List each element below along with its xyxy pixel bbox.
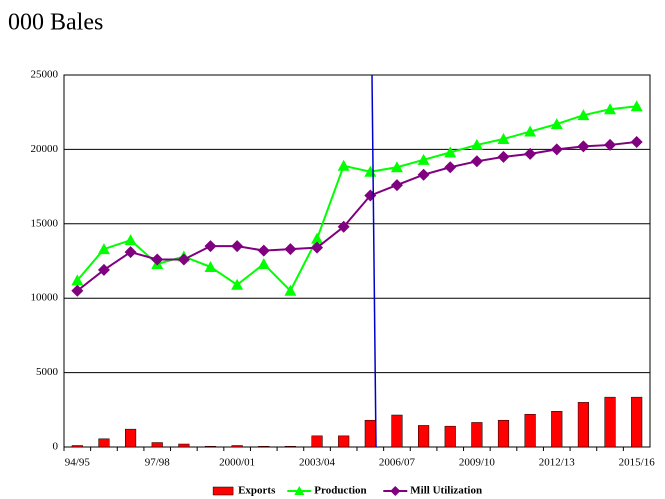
- bar: [71, 445, 83, 448]
- triangle-marker: [337, 159, 350, 171]
- diamond-marker: [177, 253, 190, 266]
- bar: [604, 396, 616, 448]
- diamond-marker: [124, 246, 137, 259]
- triangle-marker: [630, 100, 643, 112]
- x-tick-label: 2006/07: [379, 457, 416, 469]
- diamond-marker: [604, 138, 617, 151]
- diamond-marker: [390, 179, 403, 192]
- diamond-marker: [470, 155, 483, 168]
- x-tick-label: 94/95: [65, 457, 91, 469]
- bar: [231, 445, 243, 448]
- diamond-marker: [497, 150, 510, 163]
- bar: [98, 438, 110, 448]
- diamond-marker: [71, 284, 84, 297]
- legend-swatch: [212, 486, 234, 496]
- bar: [631, 396, 643, 448]
- legend-marker: [294, 486, 305, 495]
- diamond-marker: [550, 143, 563, 156]
- diamond-marker: [630, 135, 643, 148]
- triangle-marker: [604, 103, 617, 115]
- bar: [204, 446, 217, 448]
- diamond-marker: [284, 243, 297, 256]
- plot-frame: [63, 74, 651, 448]
- diamond-marker: [417, 168, 430, 181]
- triangle-marker: [524, 125, 537, 137]
- divider-line: [371, 74, 377, 448]
- bar: [471, 422, 483, 448]
- y-tick-label: 25000: [31, 69, 59, 81]
- bar: [418, 425, 430, 448]
- chart-title: 000 Bales: [8, 10, 103, 36]
- x-tick-label: 2009/10: [459, 457, 496, 469]
- diamond-marker: [204, 240, 217, 253]
- bar: [284, 446, 296, 448]
- y-tick-label: 20000: [31, 143, 59, 155]
- triangle-marker: [470, 138, 483, 150]
- triangle-marker: [124, 234, 137, 246]
- triangle-marker: [231, 278, 244, 290]
- triangle-marker: [204, 260, 217, 272]
- y-tick-label: 5000: [36, 366, 59, 378]
- diamond-marker: [257, 244, 270, 257]
- legend-label: Exports: [238, 485, 276, 497]
- x-tick-label: 2015/16: [619, 457, 656, 469]
- triangle-marker: [497, 132, 510, 144]
- legend: Exports Production Mill Utilization: [212, 485, 482, 497]
- line: [76, 105, 637, 293]
- plot: 0 5000 10000 15000 20000 25000 94/95 97/98 2000/…: [31, 69, 656, 469]
- bar: [577, 402, 589, 448]
- bar: [391, 414, 403, 448]
- triangle-marker: [550, 118, 563, 130]
- line: [76, 140, 637, 292]
- bar: [311, 435, 323, 448]
- legend-label: Production: [314, 485, 366, 497]
- triangle-marker: [71, 274, 84, 286]
- x-tick-label: 2012/13: [539, 457, 576, 469]
- triangle-marker: [311, 232, 324, 244]
- y-tick-label: 15000: [31, 217, 59, 229]
- bar: [444, 425, 456, 448]
- bar: [364, 419, 376, 448]
- diamond-marker: [151, 253, 164, 266]
- triangle-marker: [97, 243, 110, 255]
- x-tick-label: 97/98: [145, 457, 171, 469]
- x-tick-label: 2003/04: [299, 457, 336, 469]
- x-tick-label: 2000/01: [219, 457, 255, 469]
- triangle-marker: [577, 109, 590, 121]
- diamond-marker: [311, 241, 324, 254]
- triangle-marker: [390, 161, 403, 173]
- triangle-marker: [417, 153, 430, 165]
- bar: [551, 411, 563, 448]
- diamond-marker: [231, 240, 244, 253]
- legend-label: Mill Utilization: [410, 485, 482, 497]
- legend-marker: [390, 486, 401, 496]
- bar: [338, 435, 350, 448]
- bar: [524, 414, 536, 448]
- diamond-marker: [337, 220, 350, 233]
- diamond-marker: [97, 263, 110, 276]
- triangle-marker: [257, 257, 270, 269]
- diamond-marker: [444, 161, 457, 174]
- diamond-marker: [577, 140, 590, 153]
- bar: [125, 428, 137, 448]
- bar: [151, 442, 163, 448]
- triangle-marker: [444, 146, 457, 158]
- bar: [258, 446, 270, 448]
- y-tick-label: 0: [53, 441, 59, 453]
- bar: [497, 419, 510, 448]
- y-tick-label: 10000: [31, 292, 59, 304]
- diamond-marker: [524, 147, 537, 160]
- triangle-marker: [284, 284, 297, 296]
- bar: [178, 443, 190, 448]
